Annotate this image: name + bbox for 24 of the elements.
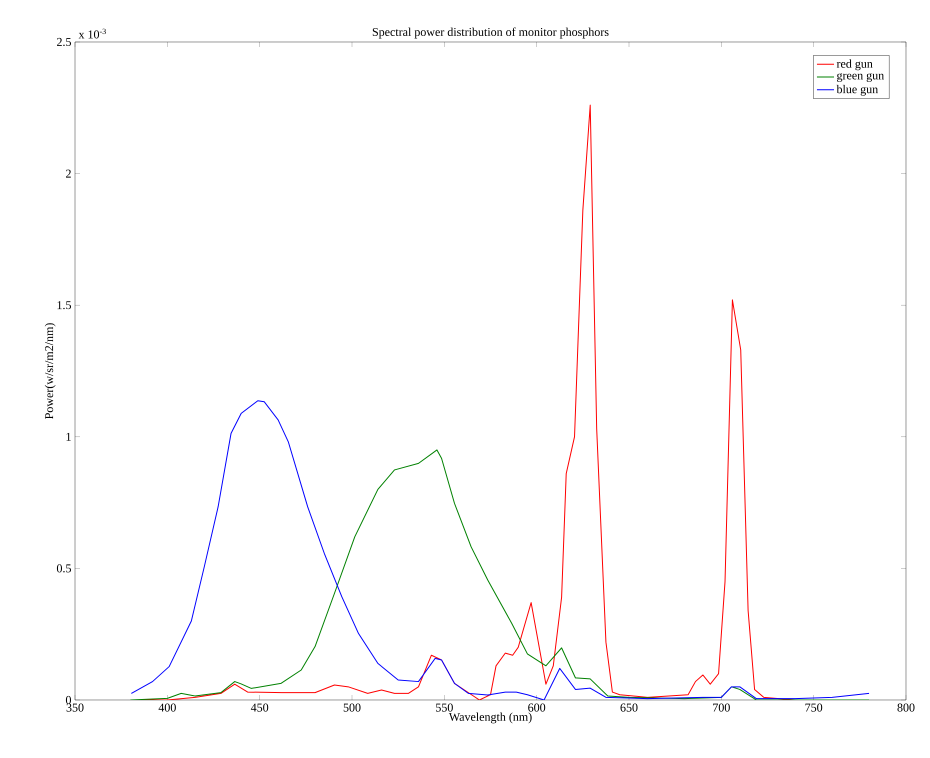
y-tick-label: 1.5 — [58, 301, 72, 310]
x-tick-label: 350 — [66, 704, 84, 712]
y-tick-label: 2 — [66, 170, 71, 178]
x-axis-title: Wavelength (nm) — [448, 712, 532, 724]
legend-label: blue gun — [836, 84, 878, 96]
x-tick-label: 750 — [805, 704, 822, 712]
x-tick-label: 400 — [158, 704, 176, 712]
legend-label: red gun — [836, 59, 873, 70]
chart-title: Spectral power distribution of monitor phosphors — [372, 27, 609, 38]
x-tick-label: 700 — [713, 704, 730, 712]
y-tick-label: 2.5 — [57, 38, 72, 46]
legend-label: green gun — [837, 73, 884, 82]
text: x 10$^{-3}$ — [78, 28, 106, 38]
x-tick-label: 500 — [344, 704, 361, 712]
y-tick-label: 0.5 — [56, 564, 72, 572]
y-axis-title: Power(w/sr/m2/nm) — [44, 323, 56, 419]
line-series — [130, 400, 870, 700]
x-tick-label: 600 — [528, 704, 546, 712]
x-tick-label: 450 — [250, 704, 268, 712]
x-tick-label: 550 — [436, 704, 453, 712]
y-tick-label: 1 — [66, 432, 71, 441]
y-tick-label: 0 — [66, 696, 72, 704]
x-tick-label: 800 — [897, 704, 915, 712]
x-tick-label: 650 — [620, 704, 638, 712]
